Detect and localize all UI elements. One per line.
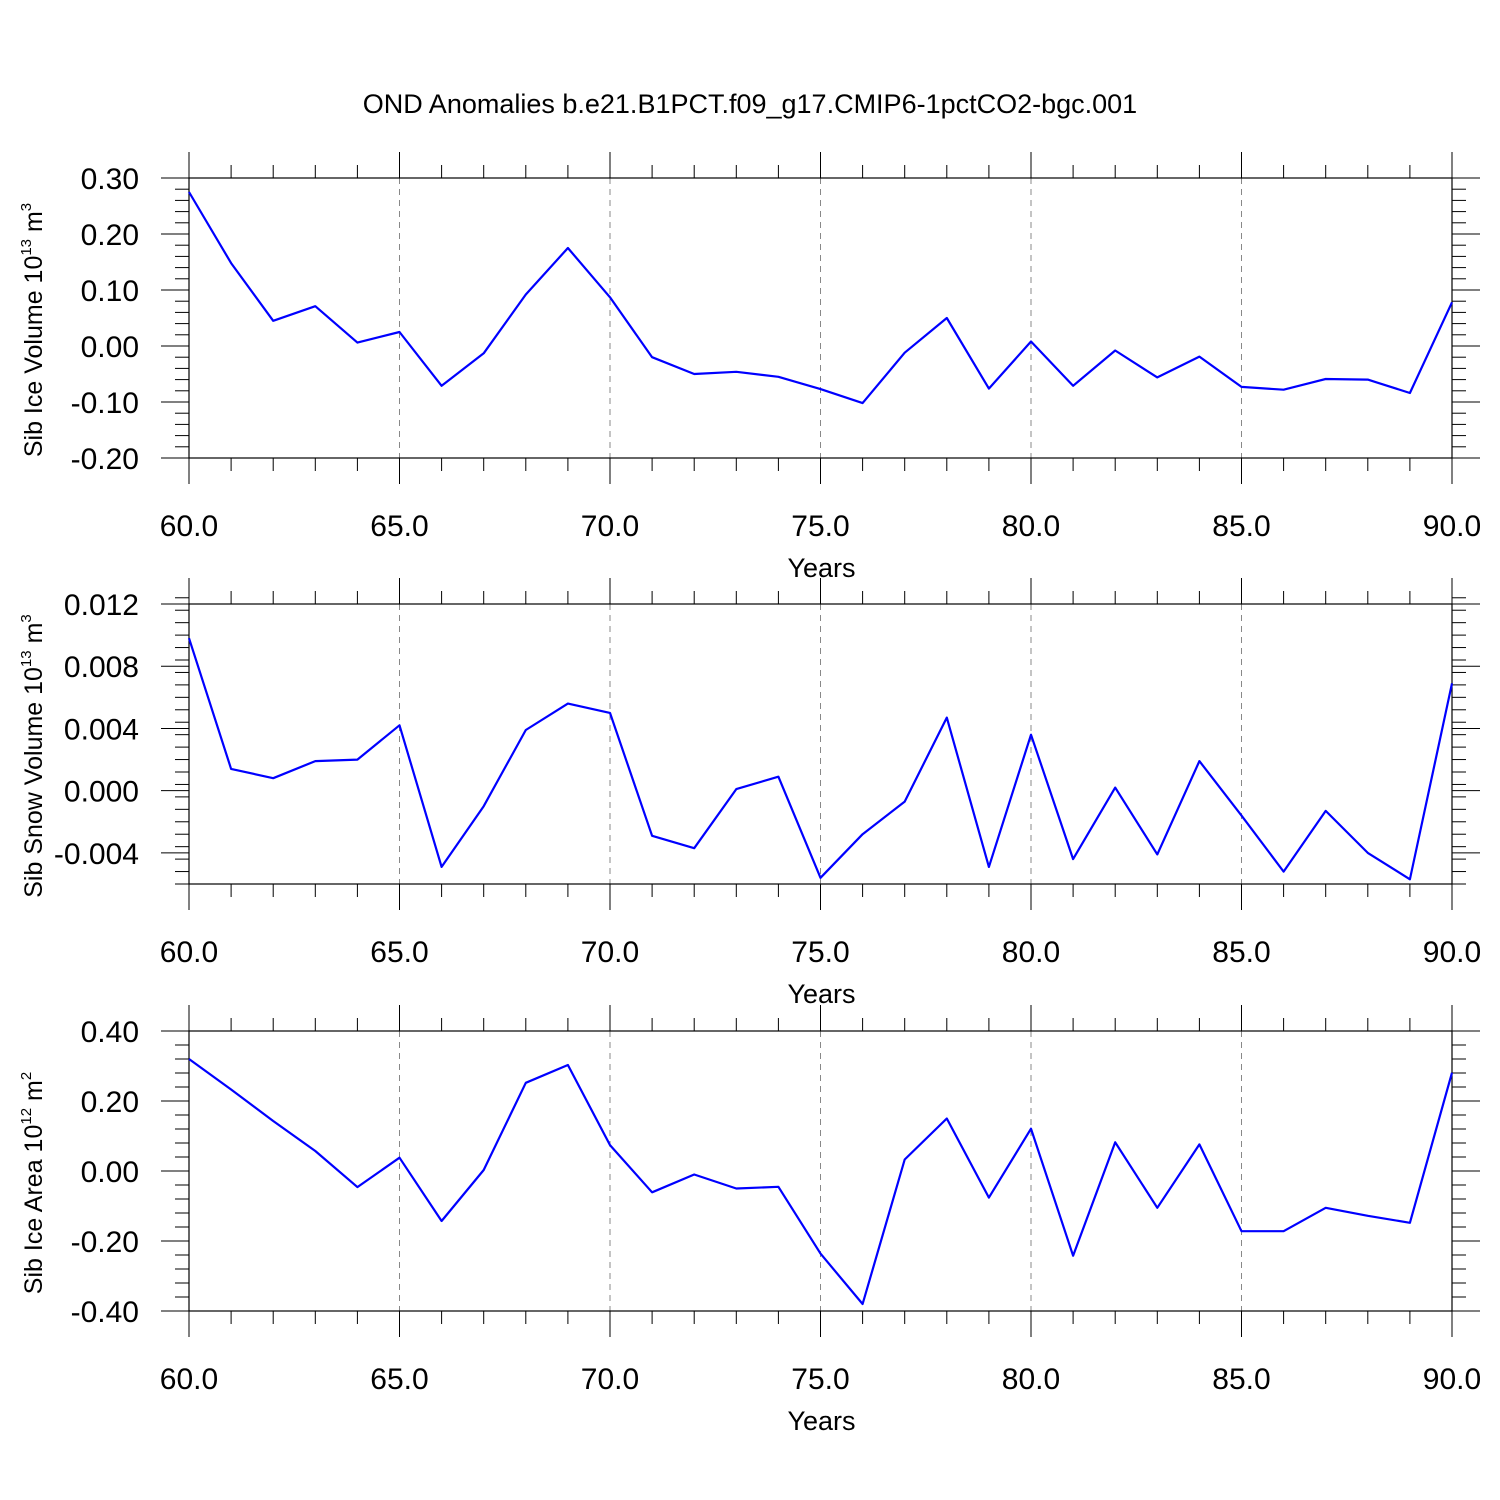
- x-tick-label: 85.0: [1212, 1363, 1270, 1396]
- x-tick-label: 60.0: [160, 936, 218, 969]
- x-tick-label: 90.0: [1423, 510, 1481, 543]
- x-tick-label: 60.0: [160, 1363, 218, 1396]
- x-tick-label: 80.0: [1002, 936, 1060, 969]
- y-tick-label: -0.40: [71, 1296, 139, 1329]
- x-axis-label: Years: [787, 1406, 855, 1436]
- x-tick-label: 90.0: [1423, 936, 1481, 969]
- y-tick-label: 0.20: [81, 1086, 139, 1119]
- y-axis-label: Sib Ice Area 1012 m2: [18, 1072, 48, 1294]
- y-tick-label: -0.20: [71, 443, 139, 476]
- panel-ice-area: 60.0 65.0 70.0 75.0 80.0 85.0 90.0 0.40 0.20 0.00…: [18, 1005, 1481, 1436]
- y-tick-label: 0.20: [81, 219, 139, 252]
- y-tick-label: -0.004: [54, 838, 139, 871]
- x-tick-label: 65.0: [370, 510, 428, 543]
- y-axis-label: Sib Ice Volume 1013 m3: [18, 203, 48, 457]
- y-tick-label: 0.000: [64, 776, 139, 809]
- chart-title: OND Anomalies b.e21.B1PCT.f09_g17.CMIP6-…: [363, 89, 1137, 119]
- x-axis-label: Years: [787, 553, 855, 583]
- y-tick-label: 0.30: [81, 163, 139, 196]
- x-tick-label: 65.0: [370, 936, 428, 969]
- y-tick-label: 0.012: [64, 589, 139, 622]
- x-tick-label: 80.0: [1002, 1363, 1060, 1396]
- y-tick-label: 0.10: [81, 275, 139, 308]
- x-tick-label: 75.0: [791, 510, 849, 543]
- y-tick-label: 0.004: [64, 713, 139, 746]
- x-tick-label: 65.0: [370, 1363, 428, 1396]
- y-tick-label: 0.00: [81, 331, 139, 364]
- x-tick-label: 75.0: [791, 1363, 849, 1396]
- plot-frame: [188, 1030, 1453, 1312]
- panel-ice-volume: 60.0 65.0 70.0 75.0 80.0 85.0 90.0 0.30 0.20 0.10…: [18, 152, 1481, 583]
- x-tick-label: 80.0: [1002, 510, 1060, 543]
- x-axis-label: Years: [787, 979, 855, 1009]
- x-tick-label: 70.0: [581, 510, 639, 543]
- y-tick-label: 0.40: [81, 1016, 139, 1049]
- plot-frame: [188, 177, 1453, 459]
- x-tick-label: 60.0: [160, 510, 218, 543]
- x-tick-label: 85.0: [1212, 936, 1270, 969]
- y-tick-label: 0.00: [81, 1156, 139, 1189]
- x-tick-label: 70.0: [581, 936, 639, 969]
- y-tick-label: 0.008: [64, 651, 139, 684]
- x-tick-label: 70.0: [581, 1363, 639, 1396]
- panel-snow-volume: 60.0 65.0 70.0 75.0 80.0 85.0 90.0 0.012 0.008 0.…: [18, 578, 1481, 1009]
- y-axis-label: Sib Snow Volume 1013 m3: [18, 614, 48, 898]
- y-tick-label: -0.20: [71, 1226, 139, 1259]
- panels-container: 60.0 65.0 70.0 75.0 80.0 85.0 90.0 0.30 0.20 0.10…: [18, 152, 1481, 1436]
- x-tick-label: 85.0: [1212, 510, 1270, 543]
- x-tick-label: 75.0: [791, 936, 849, 969]
- y-tick-label: -0.10: [71, 387, 139, 420]
- x-tick-label: 90.0: [1423, 1363, 1481, 1396]
